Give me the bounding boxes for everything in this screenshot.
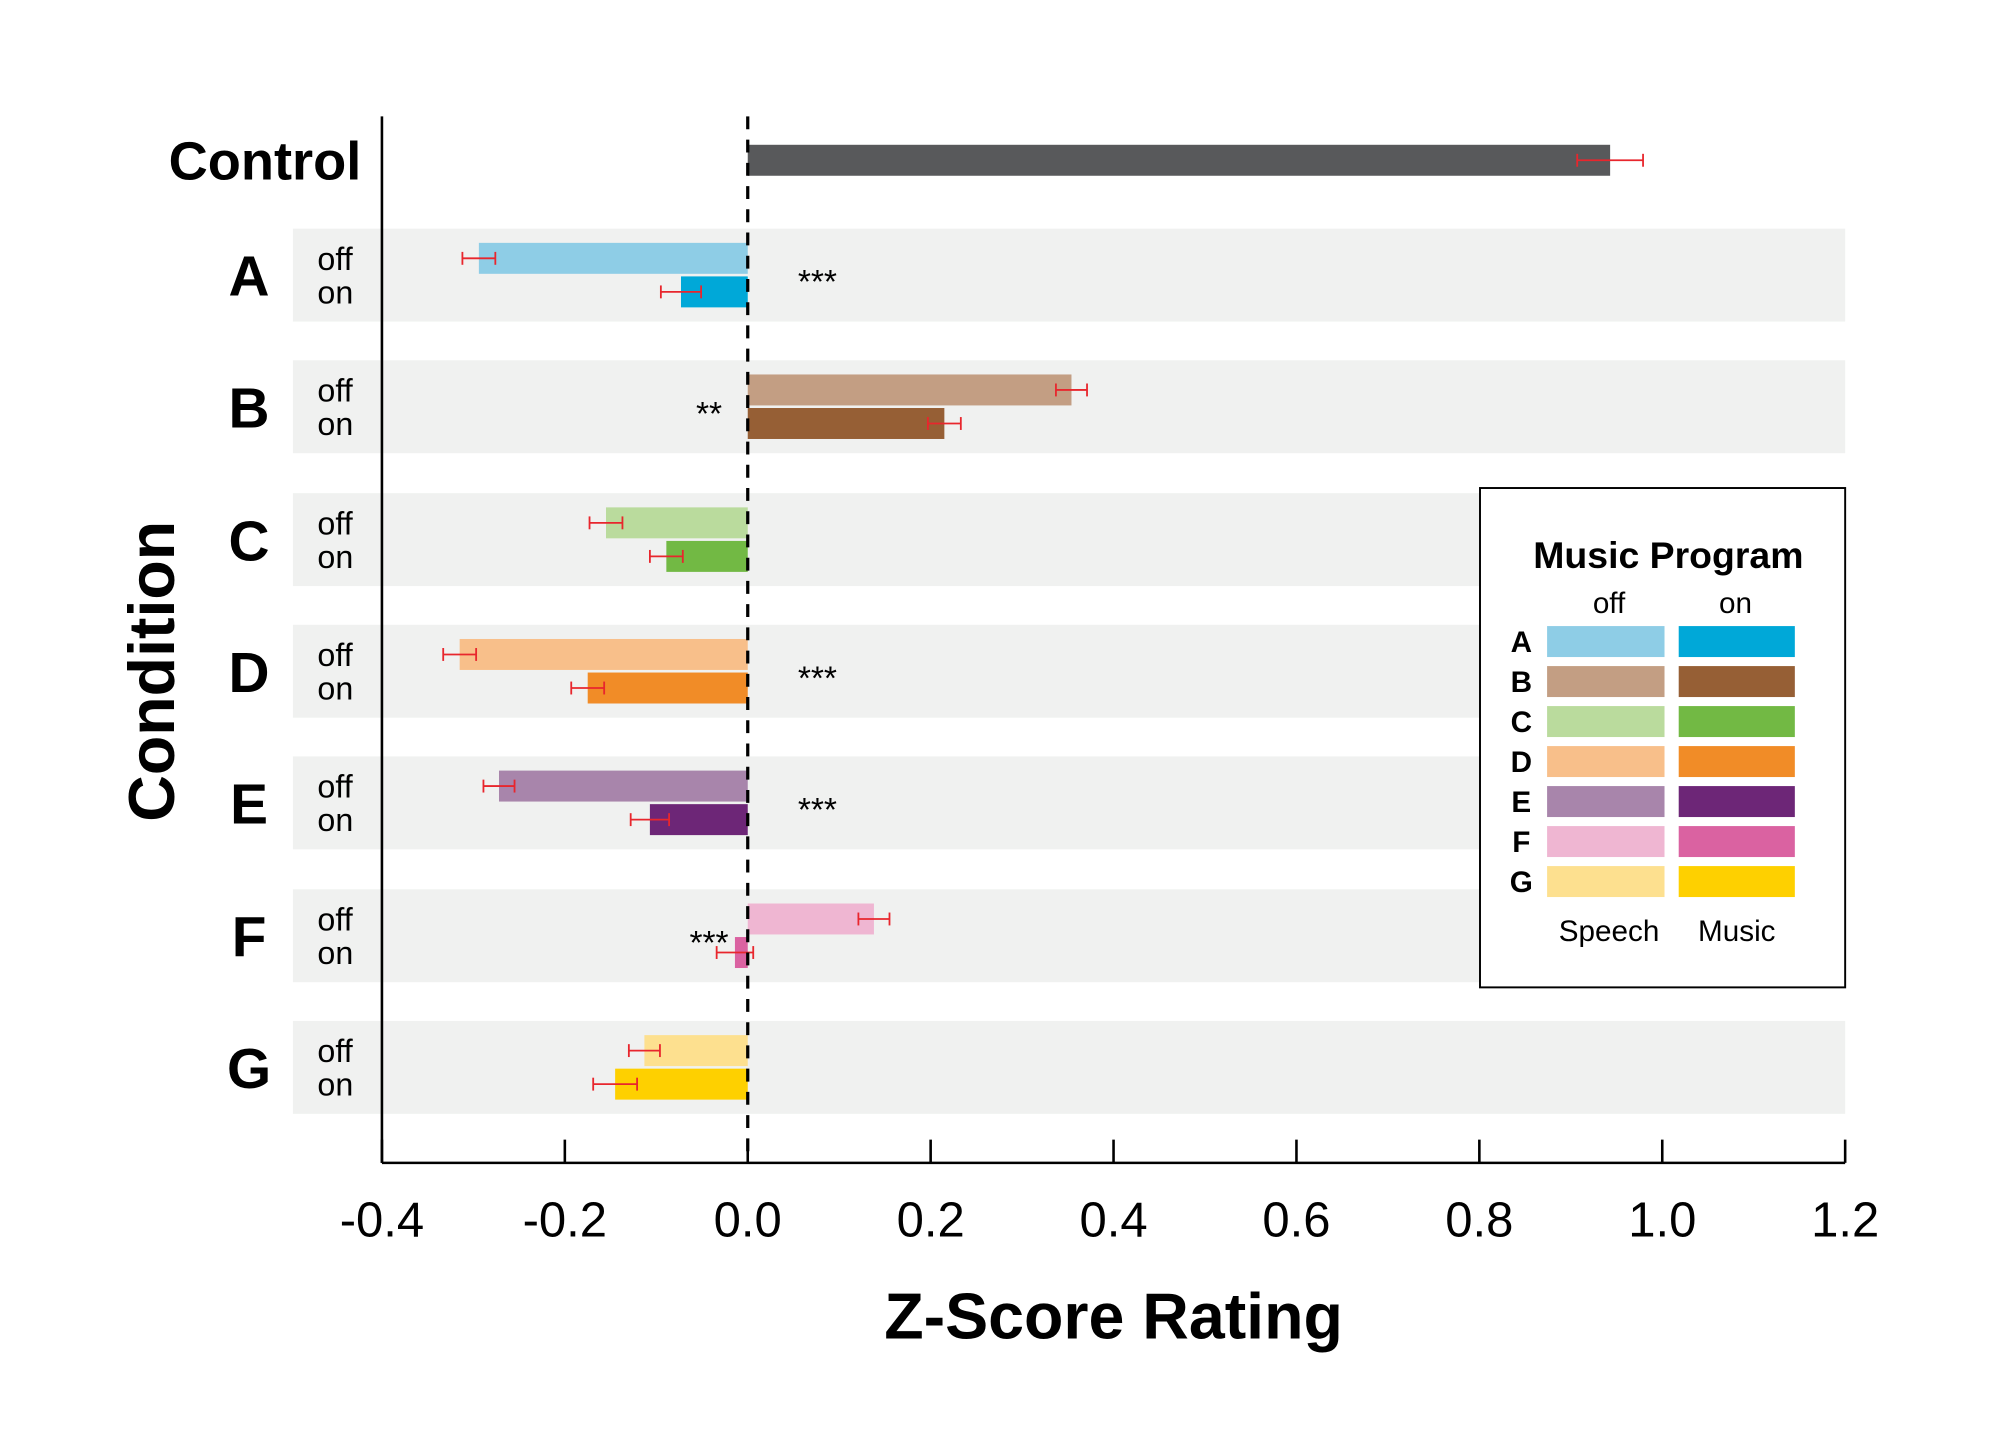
legend-swatch-C-off [1547,706,1665,738]
category-label-G: G [227,1038,271,1101]
legend-label-G: G [1510,866,1533,899]
bar-C-off [605,507,748,539]
legend-box [1479,487,1847,989]
x-tick-label: 0.0 [714,1193,782,1247]
x-tick-label: -0.2 [523,1193,607,1247]
sublabel-on: on [317,406,353,442]
legend-swatch-F-off [1547,826,1665,858]
x-tick-label: 1.0 [1628,1193,1696,1247]
sublabel-off: off [317,902,352,938]
significance-B: ** [696,396,722,433]
legend-label-C: C [1511,706,1532,739]
sublabel-on: on [317,802,353,838]
legend-label-A: A [1511,626,1532,659]
legend-label-F: F [1512,826,1530,859]
legend-swatch-D-off [1547,746,1665,778]
category-label-C: C [229,510,270,573]
sublabel-on: on [317,935,353,971]
legend-swatch-B-off [1547,666,1665,698]
legend-swatch-E-on [1678,786,1795,818]
sublabel-off: off [317,505,352,541]
x-tick-label: 1.2 [1811,1193,1879,1247]
sublabel-on: on [317,671,353,707]
x-tick-label: -0.4 [340,1193,424,1247]
sublabel-off: off [317,1033,352,1069]
row-band-G [292,1020,1846,1114]
x-tick-label: 0.2 [897,1193,965,1247]
bar-B-on [747,408,945,439]
legend-col-off: off [1593,587,1626,620]
category-label-D: D [229,642,270,705]
sublabel-on: on [317,275,353,311]
bar-D-on [587,672,748,704]
legend-speech-label: Speech [1559,915,1660,948]
x-tick-label: 0.8 [1445,1193,1513,1247]
legend-swatch-C-on [1678,706,1795,738]
legend-label-E: E [1511,786,1531,819]
legend-title: Music Program [1533,534,1803,576]
legend-label-B: B [1511,666,1532,699]
category-label-B: B [229,377,270,440]
row-band-A [292,228,1846,322]
bar-control [747,144,1611,176]
legend-swatch-B-on [1678,666,1795,698]
legend-swatch-G-on [1678,866,1795,898]
y-axis-title: Condition [116,521,188,822]
category-label-E: E [230,774,268,837]
row-band-B [292,360,1846,454]
bar-A-off [478,242,748,274]
category-label-control: Control [169,132,362,192]
bar-D-off [459,638,748,670]
legend-swatch-A-on [1678,626,1795,658]
sublabel-off: off [317,769,352,805]
bar-F-off [747,903,874,935]
sublabel-off: off [317,373,352,409]
legend-swatch-G-off [1547,866,1665,898]
category-label-A: A [229,246,270,309]
sublabel-off: off [317,637,352,673]
x-tick-label: 0.6 [1262,1193,1330,1247]
bar-G-off [644,1035,748,1067]
legend-col-on: on [1719,587,1752,620]
sublabel-off: off [317,241,352,277]
legend-label-D: D [1511,746,1532,779]
bar-B-off [747,374,1072,406]
x-axis-title: Z-Score Rating [884,1280,1343,1352]
significance-A: *** [798,264,837,301]
legend-swatch-A-off [1547,626,1665,658]
significance-F: *** [689,925,728,962]
legend-swatch-E-off [1547,786,1665,818]
category-label-F: F [232,906,267,969]
legend-swatch-F-on [1678,826,1795,858]
sublabel-on: on [317,539,353,575]
legend-music-label: Music [1698,915,1776,948]
significance-E: *** [798,792,837,829]
legend-swatch-D-on [1678,746,1795,778]
significance-D: *** [798,660,837,697]
bar-E-off [498,770,748,802]
x-tick-label: 0.4 [1079,1193,1147,1247]
sublabel-on: on [317,1067,353,1103]
